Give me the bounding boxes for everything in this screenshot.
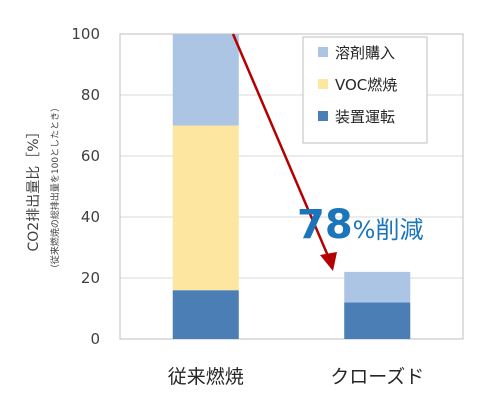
x-tick-label: クローズド <box>330 366 424 388</box>
legend-swatch <box>318 47 328 57</box>
bar-segment <box>172 290 239 339</box>
y-tick-label: 0 <box>90 330 100 348</box>
y-axis-label: CO2排出量比［%］ <box>26 124 42 251</box>
y-tick-label: 20 <box>81 269 100 287</box>
bars <box>172 34 411 339</box>
legend-swatch <box>318 79 328 89</box>
bar-segment <box>172 125 239 291</box>
y-tick-label: 100 <box>71 25 100 43</box>
x-tick-label: 従来燃焼 <box>168 366 244 388</box>
y-tick-label: 60 <box>81 147 100 165</box>
bar-segment <box>344 271 411 303</box>
legend-swatch <box>318 111 328 121</box>
reduction-label: 78%削減 <box>297 202 423 248</box>
reduction-arrow <box>231 33 333 264</box>
legend-label: VOC燃焼 <box>335 76 397 94</box>
y-axis-sublabel: （従来燃焼の総排出量を100としたとき） <box>49 103 61 273</box>
reduction-suffix: %削減 <box>353 216 424 244</box>
bar-segment <box>344 302 411 339</box>
y-tick-label: 40 <box>81 208 100 226</box>
plot-area-frame <box>119 33 464 340</box>
reduction-number: 78 <box>297 202 353 248</box>
reduction-annotation: 78%削減 <box>231 33 423 271</box>
reduction-arrow-head <box>320 252 337 271</box>
y-tick-labels: 0 20 40 60 80 100 <box>71 25 100 348</box>
x-tick-labels: 従来燃焼 クローズド <box>168 366 425 388</box>
legend-label: 溶剤購入 <box>335 44 395 62</box>
legend-label: 装置運転 <box>335 108 395 126</box>
y-tick-label: 80 <box>81 86 100 104</box>
bar-segment <box>172 34 239 126</box>
